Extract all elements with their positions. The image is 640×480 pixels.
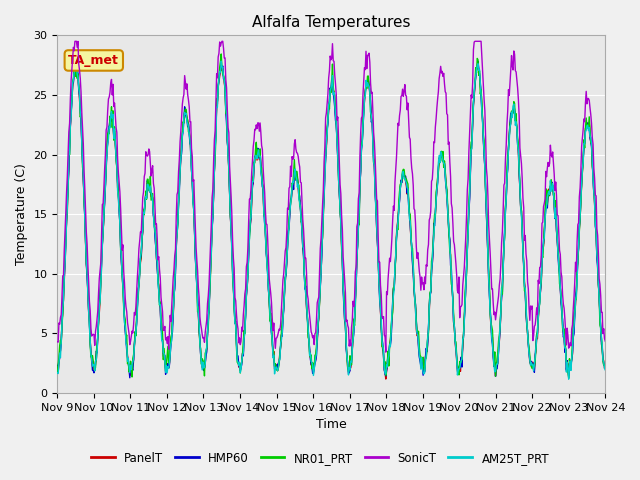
X-axis label: Time: Time: [316, 419, 347, 432]
Title: Alfalfa Temperatures: Alfalfa Temperatures: [252, 15, 411, 30]
Legend: PanelT, HMP60, NR01_PRT, SonicT, AM25T_PRT: PanelT, HMP60, NR01_PRT, SonicT, AM25T_P…: [86, 447, 554, 469]
Y-axis label: Temperature (C): Temperature (C): [15, 163, 28, 265]
Text: TA_met: TA_met: [68, 54, 119, 67]
